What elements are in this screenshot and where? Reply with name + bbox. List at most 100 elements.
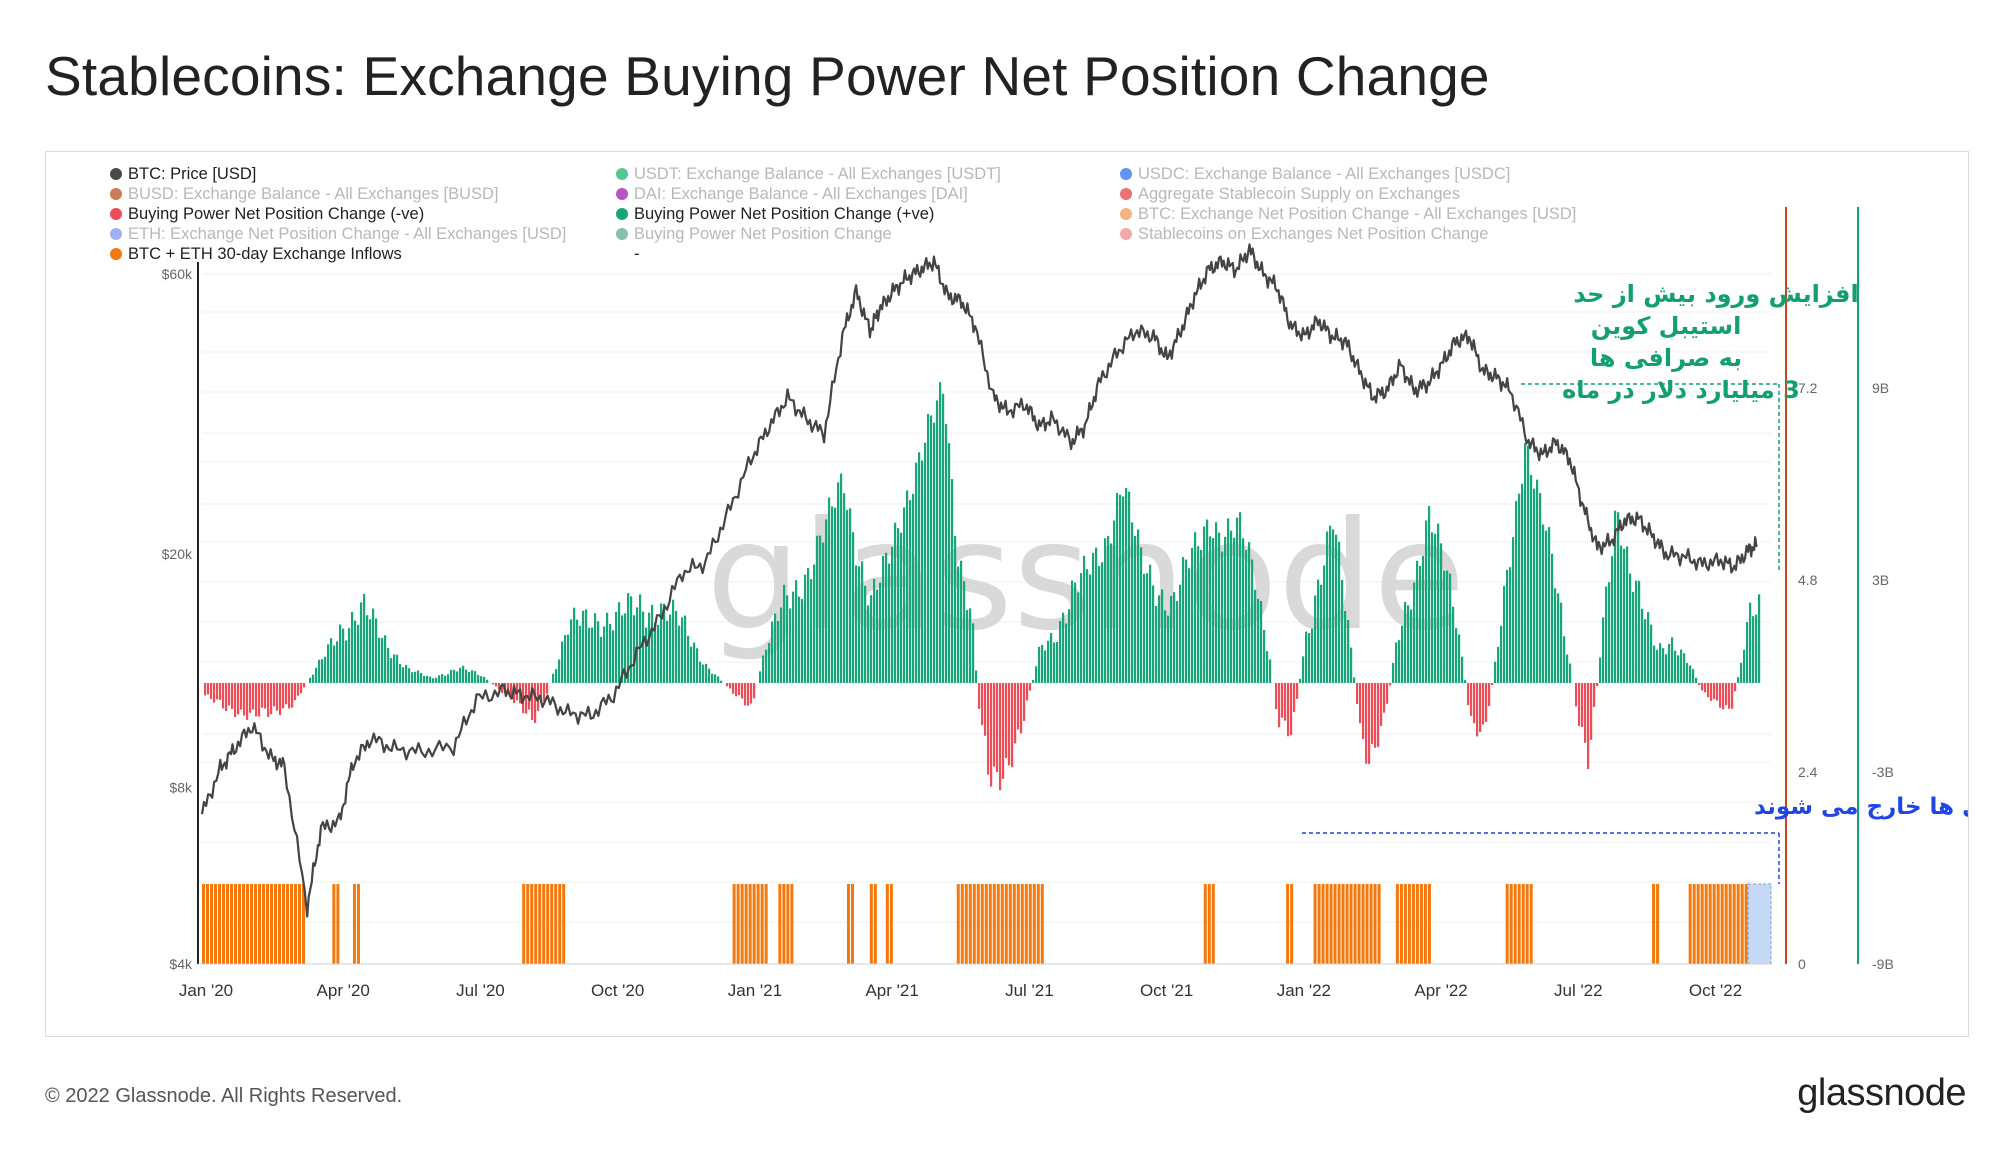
buying-power-bar-negative <box>990 683 993 787</box>
buying-power-bar-positive <box>1398 640 1401 683</box>
buying-power-bar-positive <box>420 673 423 683</box>
inflow-bar <box>522 884 526 964</box>
buying-power-bar-positive <box>615 611 618 683</box>
buying-power-bar-positive <box>936 400 939 683</box>
buying-power-bar-positive <box>1164 610 1167 683</box>
inflow-bar <box>278 884 281 964</box>
buying-power-bar-positive <box>822 542 825 683</box>
buying-power-bar-positive <box>774 613 777 683</box>
buying-power-bar-positive <box>1608 582 1611 683</box>
buying-power-bar-positive <box>1755 614 1758 683</box>
left-axis-tick-label: $60k <box>162 266 193 282</box>
buying-power-bar-positive <box>1041 645 1044 683</box>
buying-power-bar-positive <box>1524 443 1527 683</box>
inflow-bar <box>1008 884 1012 964</box>
buying-power-bar-positive <box>1128 491 1131 683</box>
buying-power-bar-positive <box>651 604 654 683</box>
buying-power-bar-positive <box>1215 522 1218 683</box>
buying-power-bar-positive <box>855 565 858 683</box>
buying-power-bar-positive <box>960 560 963 683</box>
buying-power-bar-negative <box>1380 683 1383 726</box>
buying-power-bar-positive <box>780 607 783 683</box>
buying-power-bar-positive <box>1143 573 1146 683</box>
buying-power-bar-positive <box>648 612 651 683</box>
buying-power-bar-positive <box>1656 649 1659 683</box>
buying-power-bar-positive <box>1311 628 1314 683</box>
buying-power-bar-positive <box>765 649 768 683</box>
inflow-bar <box>214 884 217 964</box>
buying-power-bar-negative <box>1596 683 1599 686</box>
buying-power-bar-positive <box>1203 526 1206 683</box>
buying-power-bar-positive <box>1134 536 1137 683</box>
legend-marker <box>616 228 628 240</box>
buying-power-bar-positive <box>1329 525 1332 683</box>
buying-power-bar-positive <box>1125 487 1128 683</box>
buying-power-bar-positive <box>597 621 600 683</box>
buying-power-bar-negative <box>1008 683 1011 766</box>
buying-power-bar-positive <box>1071 580 1074 683</box>
buying-power-bar-positive <box>321 659 324 683</box>
buying-power-bar-positive <box>1083 555 1086 683</box>
buying-power-bar-negative <box>741 683 744 699</box>
buying-power-bar-positive <box>783 584 786 683</box>
buying-power-bar-positive <box>1185 559 1188 683</box>
buying-power-bar-positive <box>564 635 567 683</box>
buying-power-bar-positive <box>1740 662 1743 683</box>
buying-power-bar-positive <box>312 674 315 683</box>
buying-power-bar-positive <box>582 610 585 683</box>
buying-power-bar-positive <box>1515 500 1518 683</box>
left-axis-tick-label: $20k <box>162 546 193 562</box>
buying-power-bar-positive <box>459 667 462 683</box>
legend-item-label: BUSD: Exchange Balance - All Exchanges [… <box>128 185 499 203</box>
buying-power-bar-positive <box>1107 535 1110 683</box>
buying-power-bar-negative <box>1359 683 1362 724</box>
buying-power-bar-positive <box>837 482 840 683</box>
inflow-bar <box>992 884 996 964</box>
legend-marker <box>110 188 122 200</box>
right-axis-2-tick-label: 3B <box>1872 572 1889 588</box>
buying-power-bar-positive <box>339 624 342 683</box>
buying-power-bar-positive <box>672 599 675 683</box>
right-axis-1-tick-label: 2.4 <box>1798 764 1818 780</box>
buying-power-bar-positive <box>852 532 855 683</box>
buying-power-bar-positive <box>669 614 672 683</box>
inflow-bar <box>732 884 736 964</box>
legend-marker <box>110 228 122 240</box>
buying-power-bar-negative <box>999 683 1002 791</box>
buying-power-bar-positive <box>930 415 933 683</box>
buying-power-bar-positive <box>618 602 621 683</box>
inflow-bar <box>1357 884 1361 964</box>
buying-power-bar-positive <box>369 619 372 683</box>
buying-power-bar-positive <box>1533 488 1536 683</box>
glassnode-logo[interactable]: glassnode <box>1797 1072 1966 1114</box>
inflow-bar <box>980 884 984 964</box>
buying-power-bar-positive <box>414 671 417 683</box>
inflow-bar <box>1317 884 1321 964</box>
inflow-bar <box>1712 884 1716 964</box>
inflow-bar <box>1395 884 1399 964</box>
x-axis-tick-label: Oct '22 <box>1689 981 1742 1000</box>
buying-power-bar-positive <box>1458 634 1461 683</box>
inflow-bar <box>242 884 245 964</box>
buying-power-bar-positive <box>363 593 366 683</box>
buying-power-bar-positive <box>1509 567 1512 683</box>
inflow-bar <box>332 884 336 964</box>
buying-power-bar-positive <box>867 605 870 683</box>
buying-power-bar-negative <box>747 683 750 706</box>
buying-power-bar-positive <box>1677 655 1680 683</box>
buying-power-bar-positive <box>387 647 390 683</box>
buying-power-bar-positive <box>609 623 612 683</box>
buying-power-bar-positive <box>1440 543 1443 683</box>
buying-power-bar-positive <box>1674 650 1677 683</box>
buying-power-bar-positive <box>1521 483 1524 683</box>
buying-power-bar-positive <box>861 561 864 683</box>
inflow-bar <box>546 884 550 964</box>
inflow-bar <box>302 884 305 964</box>
buying-power-bar-negative <box>1287 683 1290 737</box>
buying-power-bar-positive <box>975 670 978 683</box>
buying-power-bar-positive <box>1221 551 1224 683</box>
buying-power-bar-positive <box>1149 564 1152 683</box>
buying-power-bar-positive <box>1266 651 1269 683</box>
buying-power-bar-negative <box>978 683 981 709</box>
inflow-bar <box>764 884 768 964</box>
